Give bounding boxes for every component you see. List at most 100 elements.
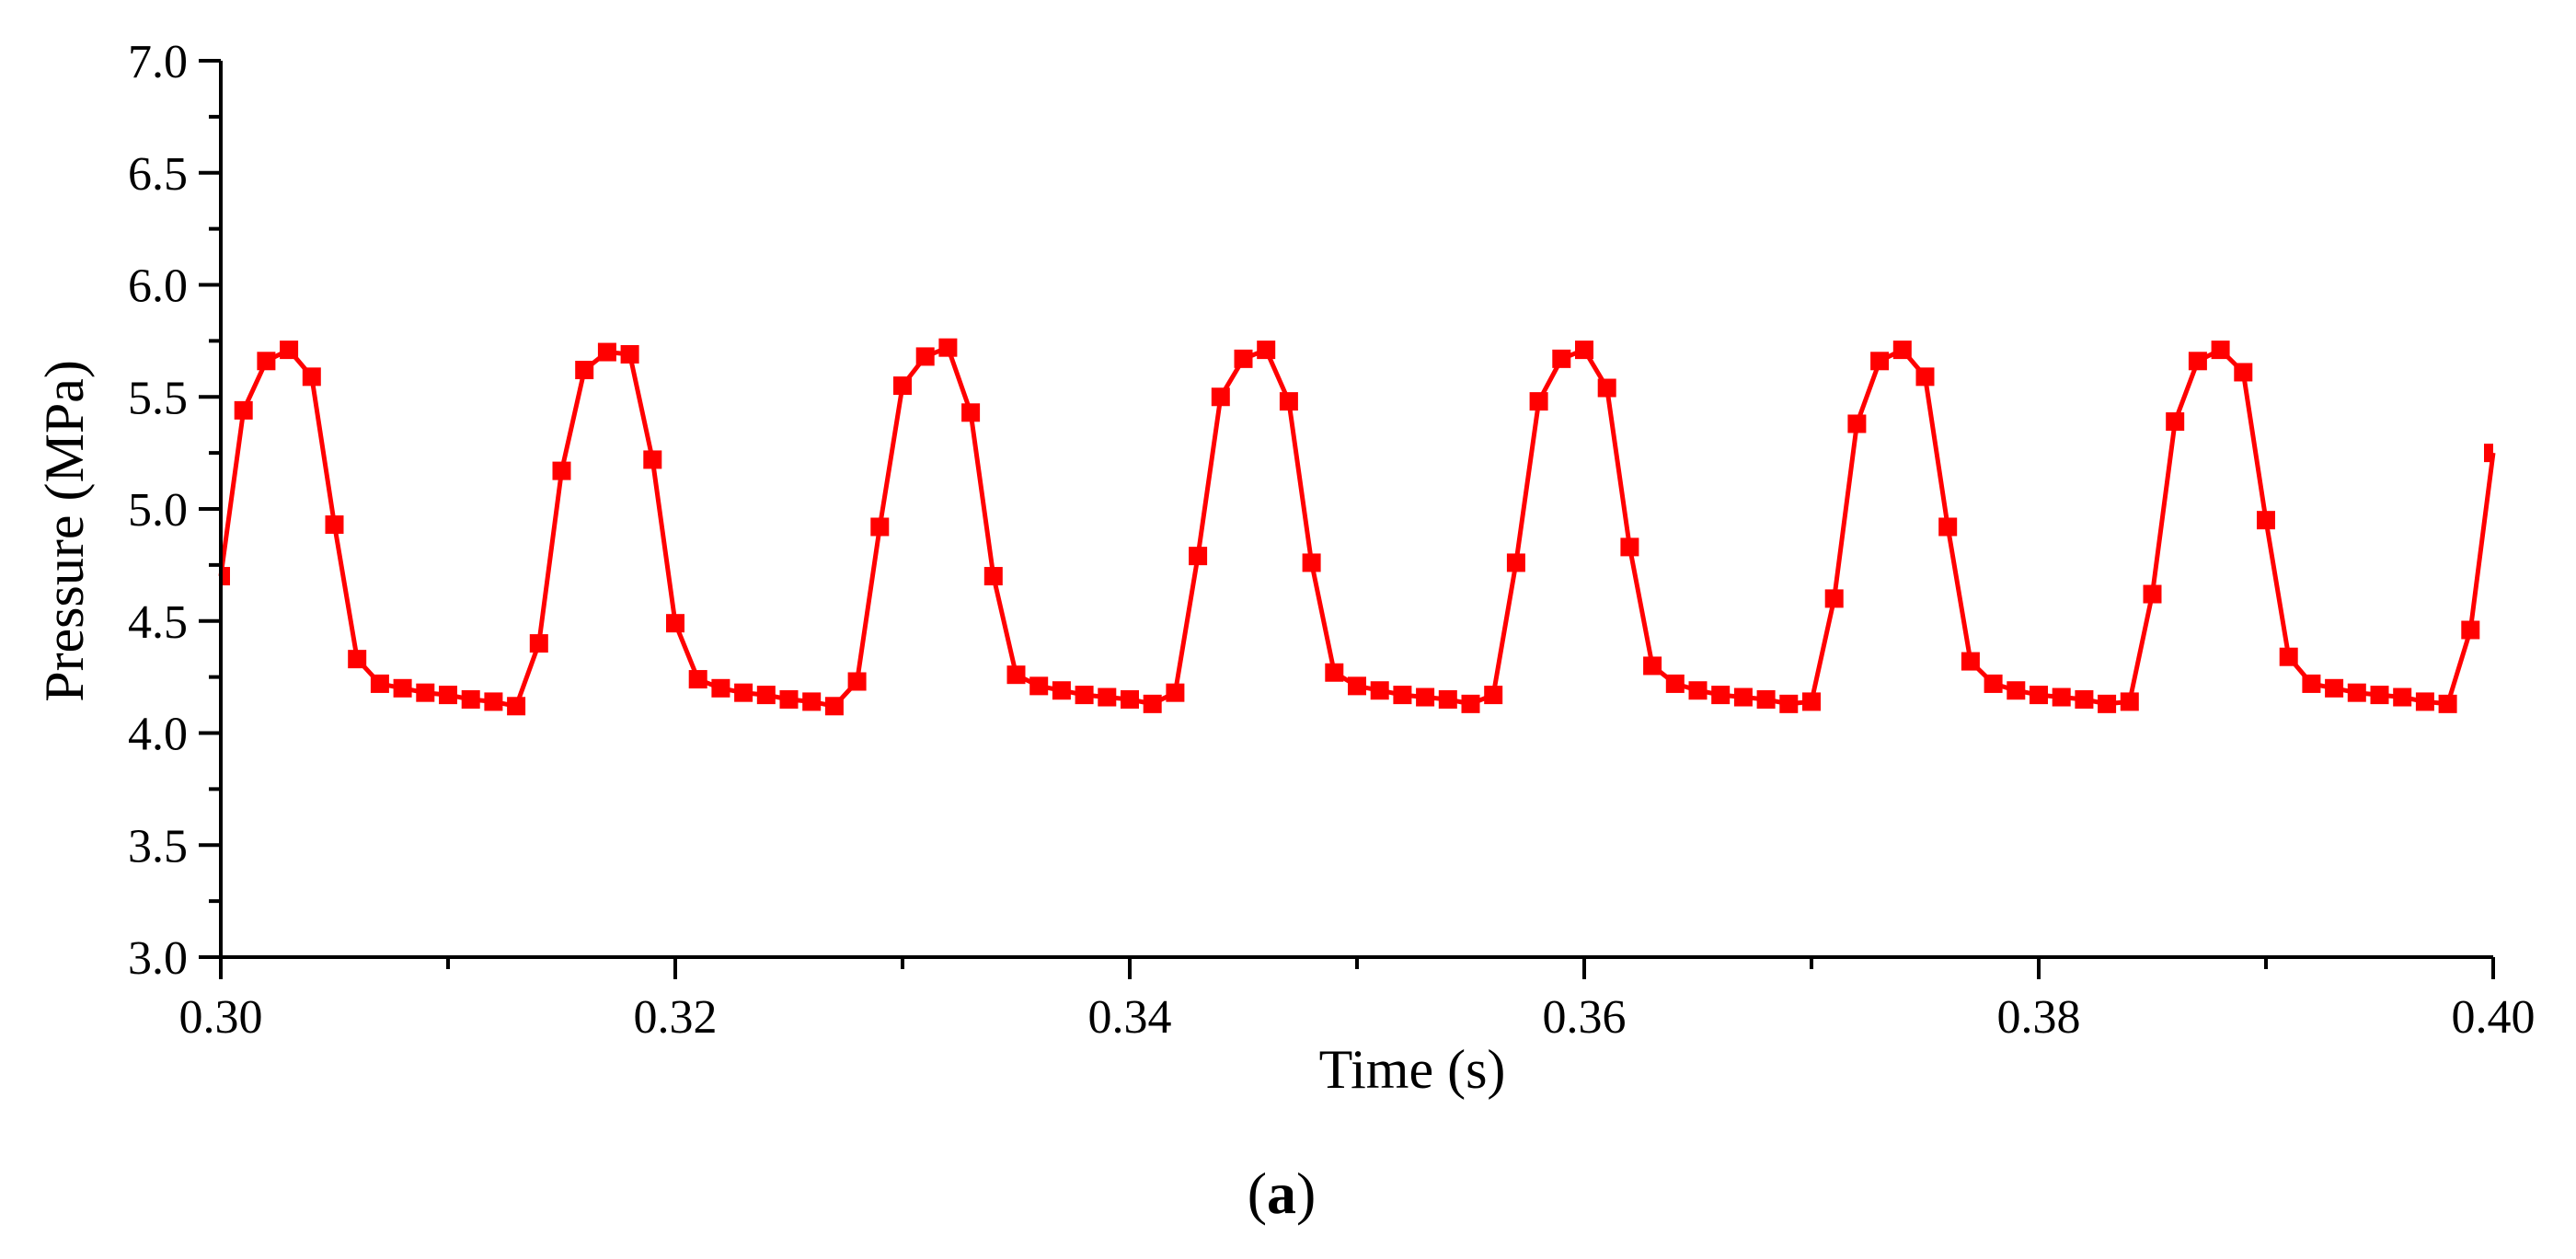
pressure-data-point xyxy=(234,400,253,420)
pressure-data-point xyxy=(2120,692,2139,711)
y-axis-label: Pressure (MPa) xyxy=(34,360,95,702)
pressure-data-point xyxy=(1393,686,1412,705)
pressure-data-point xyxy=(1824,589,1844,608)
pressure-data-point xyxy=(416,683,435,702)
pressure-data-point xyxy=(2484,444,2493,463)
y-tick-label: 7.0 xyxy=(128,36,188,88)
pressure-data-point xyxy=(2461,620,2480,640)
y-tick-label: 5.0 xyxy=(128,484,188,537)
pressure-data-point xyxy=(2438,694,2457,713)
pressure-data-point xyxy=(1643,656,1662,676)
pressure-data-point xyxy=(2302,674,2321,693)
pressure-data-point xyxy=(756,686,776,705)
pressure-data-point xyxy=(2143,584,2162,604)
y-tick-label: 5.5 xyxy=(128,372,188,424)
pressure-data-point xyxy=(688,670,707,689)
pressure-data-point xyxy=(1597,378,1616,398)
pressure-data-point xyxy=(1733,687,1753,707)
pressure-data-point xyxy=(734,683,753,702)
x-tick-label: 0.38 xyxy=(1997,991,2081,1044)
pressure-data-point xyxy=(1620,537,1639,557)
y-tick-label: 6.0 xyxy=(128,260,188,313)
pressure-data-point xyxy=(1052,681,1071,700)
pressure-data-point xyxy=(915,347,935,366)
pressure-data-point xyxy=(484,692,503,711)
pressure-data-point xyxy=(1484,686,1503,705)
y-tick-label: 3.5 xyxy=(128,820,188,872)
pressure-data-point xyxy=(393,678,412,698)
pressure-data-point xyxy=(1847,414,1867,433)
pressure-data-point xyxy=(2325,678,2344,698)
pressure-data-point xyxy=(221,567,230,586)
pressure-data-point xyxy=(1938,517,1958,537)
pressure-series-line xyxy=(218,345,2496,709)
pressure-data-point xyxy=(2030,686,2048,705)
pressure-data-point xyxy=(1529,392,1548,411)
pressure-data-point xyxy=(325,515,344,535)
caption-letter: a xyxy=(1267,1161,1296,1226)
pressure-data-point xyxy=(961,403,981,422)
pressure-data-point xyxy=(2415,692,2434,711)
pressure-data-point xyxy=(1779,694,1799,713)
pressure-data-point xyxy=(2347,683,2366,702)
pressure-data-point xyxy=(870,517,890,537)
pressure-data-point xyxy=(824,697,844,716)
pressure-data-point xyxy=(1006,665,1026,685)
y-tick-label: 4.0 xyxy=(128,709,188,761)
pressure-data-point xyxy=(666,614,684,633)
pressure-data-point xyxy=(1461,694,1480,713)
pressure-data-point xyxy=(1257,341,1276,360)
pressure-data-point xyxy=(1370,681,1389,700)
pressure-data-point xyxy=(1279,392,1298,411)
y-tick-label: 6.5 xyxy=(128,148,188,201)
pressure-data-point xyxy=(1506,553,1525,572)
pressure-data-point xyxy=(2052,687,2071,707)
pressure-data-point xyxy=(2166,412,2185,432)
pressure-data-point xyxy=(280,341,299,360)
pressure-data-point xyxy=(2098,694,2117,713)
pressure-data-point xyxy=(1984,674,2003,693)
pressure-data-point xyxy=(1143,694,1162,713)
figure-caption: (a) xyxy=(1248,1161,1317,1226)
x-tick-label: 0.30 xyxy=(179,991,263,1044)
pressure-data-point xyxy=(2257,511,2275,530)
pressure-data-point xyxy=(1870,352,1890,371)
pressure-data-point xyxy=(1234,349,1253,368)
pressure-data-point xyxy=(1348,676,1366,696)
pressure-data-point xyxy=(802,692,822,711)
pressure-data-point xyxy=(1438,689,1457,709)
pressure-data-point xyxy=(1075,686,1094,705)
pressure-data-point xyxy=(2279,647,2298,666)
pressure-data-point xyxy=(983,567,1003,586)
pressure-data-point xyxy=(2075,689,2094,709)
pressure-data-point xyxy=(1892,341,1912,360)
pressure-data-point xyxy=(620,344,639,364)
pressure-data-point xyxy=(1189,547,1208,566)
pressure-data-point xyxy=(1098,687,1117,707)
pressure-data-point xyxy=(439,686,457,705)
pressure-data-point xyxy=(1211,387,1230,407)
caption-close-paren: ) xyxy=(1296,1161,1316,1226)
pressure-data-point xyxy=(1802,692,1821,711)
pressure-data-point xyxy=(1325,663,1344,682)
caption-open-paren: ( xyxy=(1248,1161,1267,1226)
pressure-data-point xyxy=(370,674,389,693)
x-tick-label: 0.32 xyxy=(634,991,718,1044)
pressure-data-point xyxy=(552,461,571,480)
pressure-data-point xyxy=(847,672,867,691)
x-tick-label: 0.36 xyxy=(1543,991,1627,1044)
pressure-data-point xyxy=(2370,686,2389,705)
pressure-data-point xyxy=(1166,683,1185,702)
pressure-data-point xyxy=(348,650,367,669)
pressure-data-point xyxy=(779,689,799,709)
pressure-data-point xyxy=(2211,341,2230,360)
pressure-data-point xyxy=(1711,686,1731,705)
pressure-data-point xyxy=(1961,652,1980,671)
pressure-data-point xyxy=(1416,687,1435,707)
pressure-data-point xyxy=(529,634,548,653)
pressure-data-point xyxy=(711,678,730,698)
pressure-data-point xyxy=(938,338,958,357)
pressure-data-point xyxy=(1688,681,1708,700)
y-tick-label: 3.0 xyxy=(128,932,188,985)
